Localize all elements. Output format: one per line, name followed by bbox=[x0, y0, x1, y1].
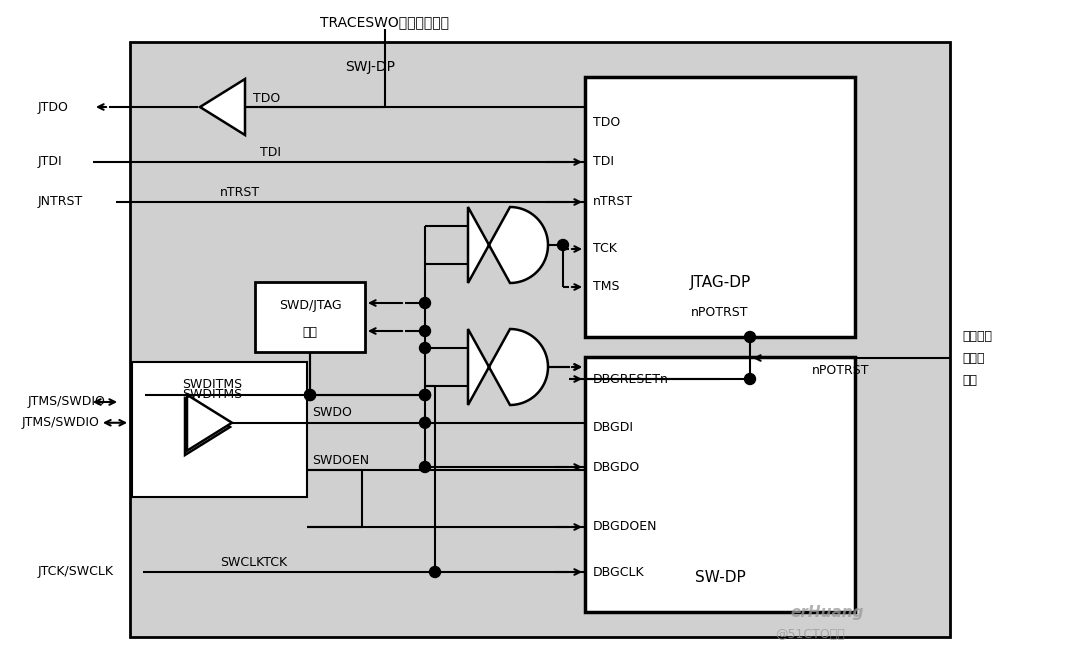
Bar bbox=[585, 77, 855, 337]
Circle shape bbox=[419, 297, 431, 309]
Circle shape bbox=[430, 566, 441, 578]
Polygon shape bbox=[468, 329, 548, 405]
Text: TDI: TDI bbox=[593, 155, 615, 169]
Polygon shape bbox=[185, 399, 230, 455]
Text: JTMS/SWDIO: JTMS/SWDIO bbox=[28, 396, 106, 408]
Text: SWDO: SWDO bbox=[312, 406, 352, 420]
Text: TDO: TDO bbox=[593, 115, 620, 129]
Circle shape bbox=[305, 390, 315, 400]
Bar bbox=[585, 357, 855, 612]
Text: SWCLKTCK: SWCLKTCK bbox=[220, 556, 287, 568]
Text: JTDI: JTDI bbox=[38, 155, 63, 169]
Text: JTCK/SWCLK: JTCK/SWCLK bbox=[38, 566, 114, 578]
Text: JTDO: JTDO bbox=[38, 101, 69, 113]
Bar bbox=[255, 282, 365, 352]
Text: TRACESWO（同步跟踪）: TRACESWO（同步跟踪） bbox=[320, 15, 449, 29]
Circle shape bbox=[419, 390, 431, 400]
Text: 切换: 切换 bbox=[302, 325, 318, 338]
Text: JTAG-DP: JTAG-DP bbox=[689, 275, 751, 289]
Text: SWD/JTAG: SWD/JTAG bbox=[279, 299, 341, 311]
Text: nPOTRST: nPOTRST bbox=[691, 305, 748, 319]
Circle shape bbox=[419, 462, 431, 472]
Text: 来自上电: 来自上电 bbox=[962, 329, 993, 342]
Text: 信号: 信号 bbox=[962, 374, 977, 386]
Text: nTRST: nTRST bbox=[593, 195, 633, 209]
Circle shape bbox=[419, 390, 431, 400]
Text: TDI: TDI bbox=[260, 145, 281, 159]
Text: SW-DP: SW-DP bbox=[694, 570, 745, 584]
Polygon shape bbox=[468, 207, 548, 283]
Text: SWDITMS: SWDITMS bbox=[183, 378, 242, 392]
Text: DBGDO: DBGDO bbox=[593, 460, 640, 474]
Text: nPOTRST: nPOTRST bbox=[812, 364, 869, 376]
Text: SWJ-DP: SWJ-DP bbox=[345, 60, 395, 74]
Text: TCK: TCK bbox=[593, 243, 617, 255]
Circle shape bbox=[419, 418, 431, 428]
Text: erHuang: erHuang bbox=[789, 604, 864, 620]
Text: TMS: TMS bbox=[593, 281, 620, 293]
Bar bbox=[130, 42, 950, 637]
Text: SWDOEN: SWDOEN bbox=[312, 454, 369, 466]
Text: JNTRST: JNTRST bbox=[38, 195, 83, 209]
Circle shape bbox=[557, 239, 568, 251]
Text: DBGRESETn: DBGRESETn bbox=[593, 372, 669, 386]
Bar bbox=[132, 362, 307, 497]
Text: JTMS/SWDIO: JTMS/SWDIO bbox=[22, 416, 99, 430]
Text: DBGDOEN: DBGDOEN bbox=[593, 520, 658, 534]
Text: @51CTO博客: @51CTO博客 bbox=[775, 628, 845, 642]
Polygon shape bbox=[187, 395, 232, 451]
Circle shape bbox=[419, 342, 431, 354]
Text: 的复位: 的复位 bbox=[962, 352, 985, 364]
Text: TDO: TDO bbox=[253, 93, 280, 105]
Circle shape bbox=[305, 390, 315, 400]
Text: DBGCLK: DBGCLK bbox=[593, 566, 645, 578]
Text: DBGDI: DBGDI bbox=[593, 420, 634, 434]
Text: nTRST: nTRST bbox=[220, 185, 260, 199]
Circle shape bbox=[419, 325, 431, 336]
Text: SWDITMS: SWDITMS bbox=[183, 388, 242, 402]
Circle shape bbox=[744, 374, 756, 384]
Circle shape bbox=[744, 331, 756, 342]
Polygon shape bbox=[200, 79, 245, 135]
